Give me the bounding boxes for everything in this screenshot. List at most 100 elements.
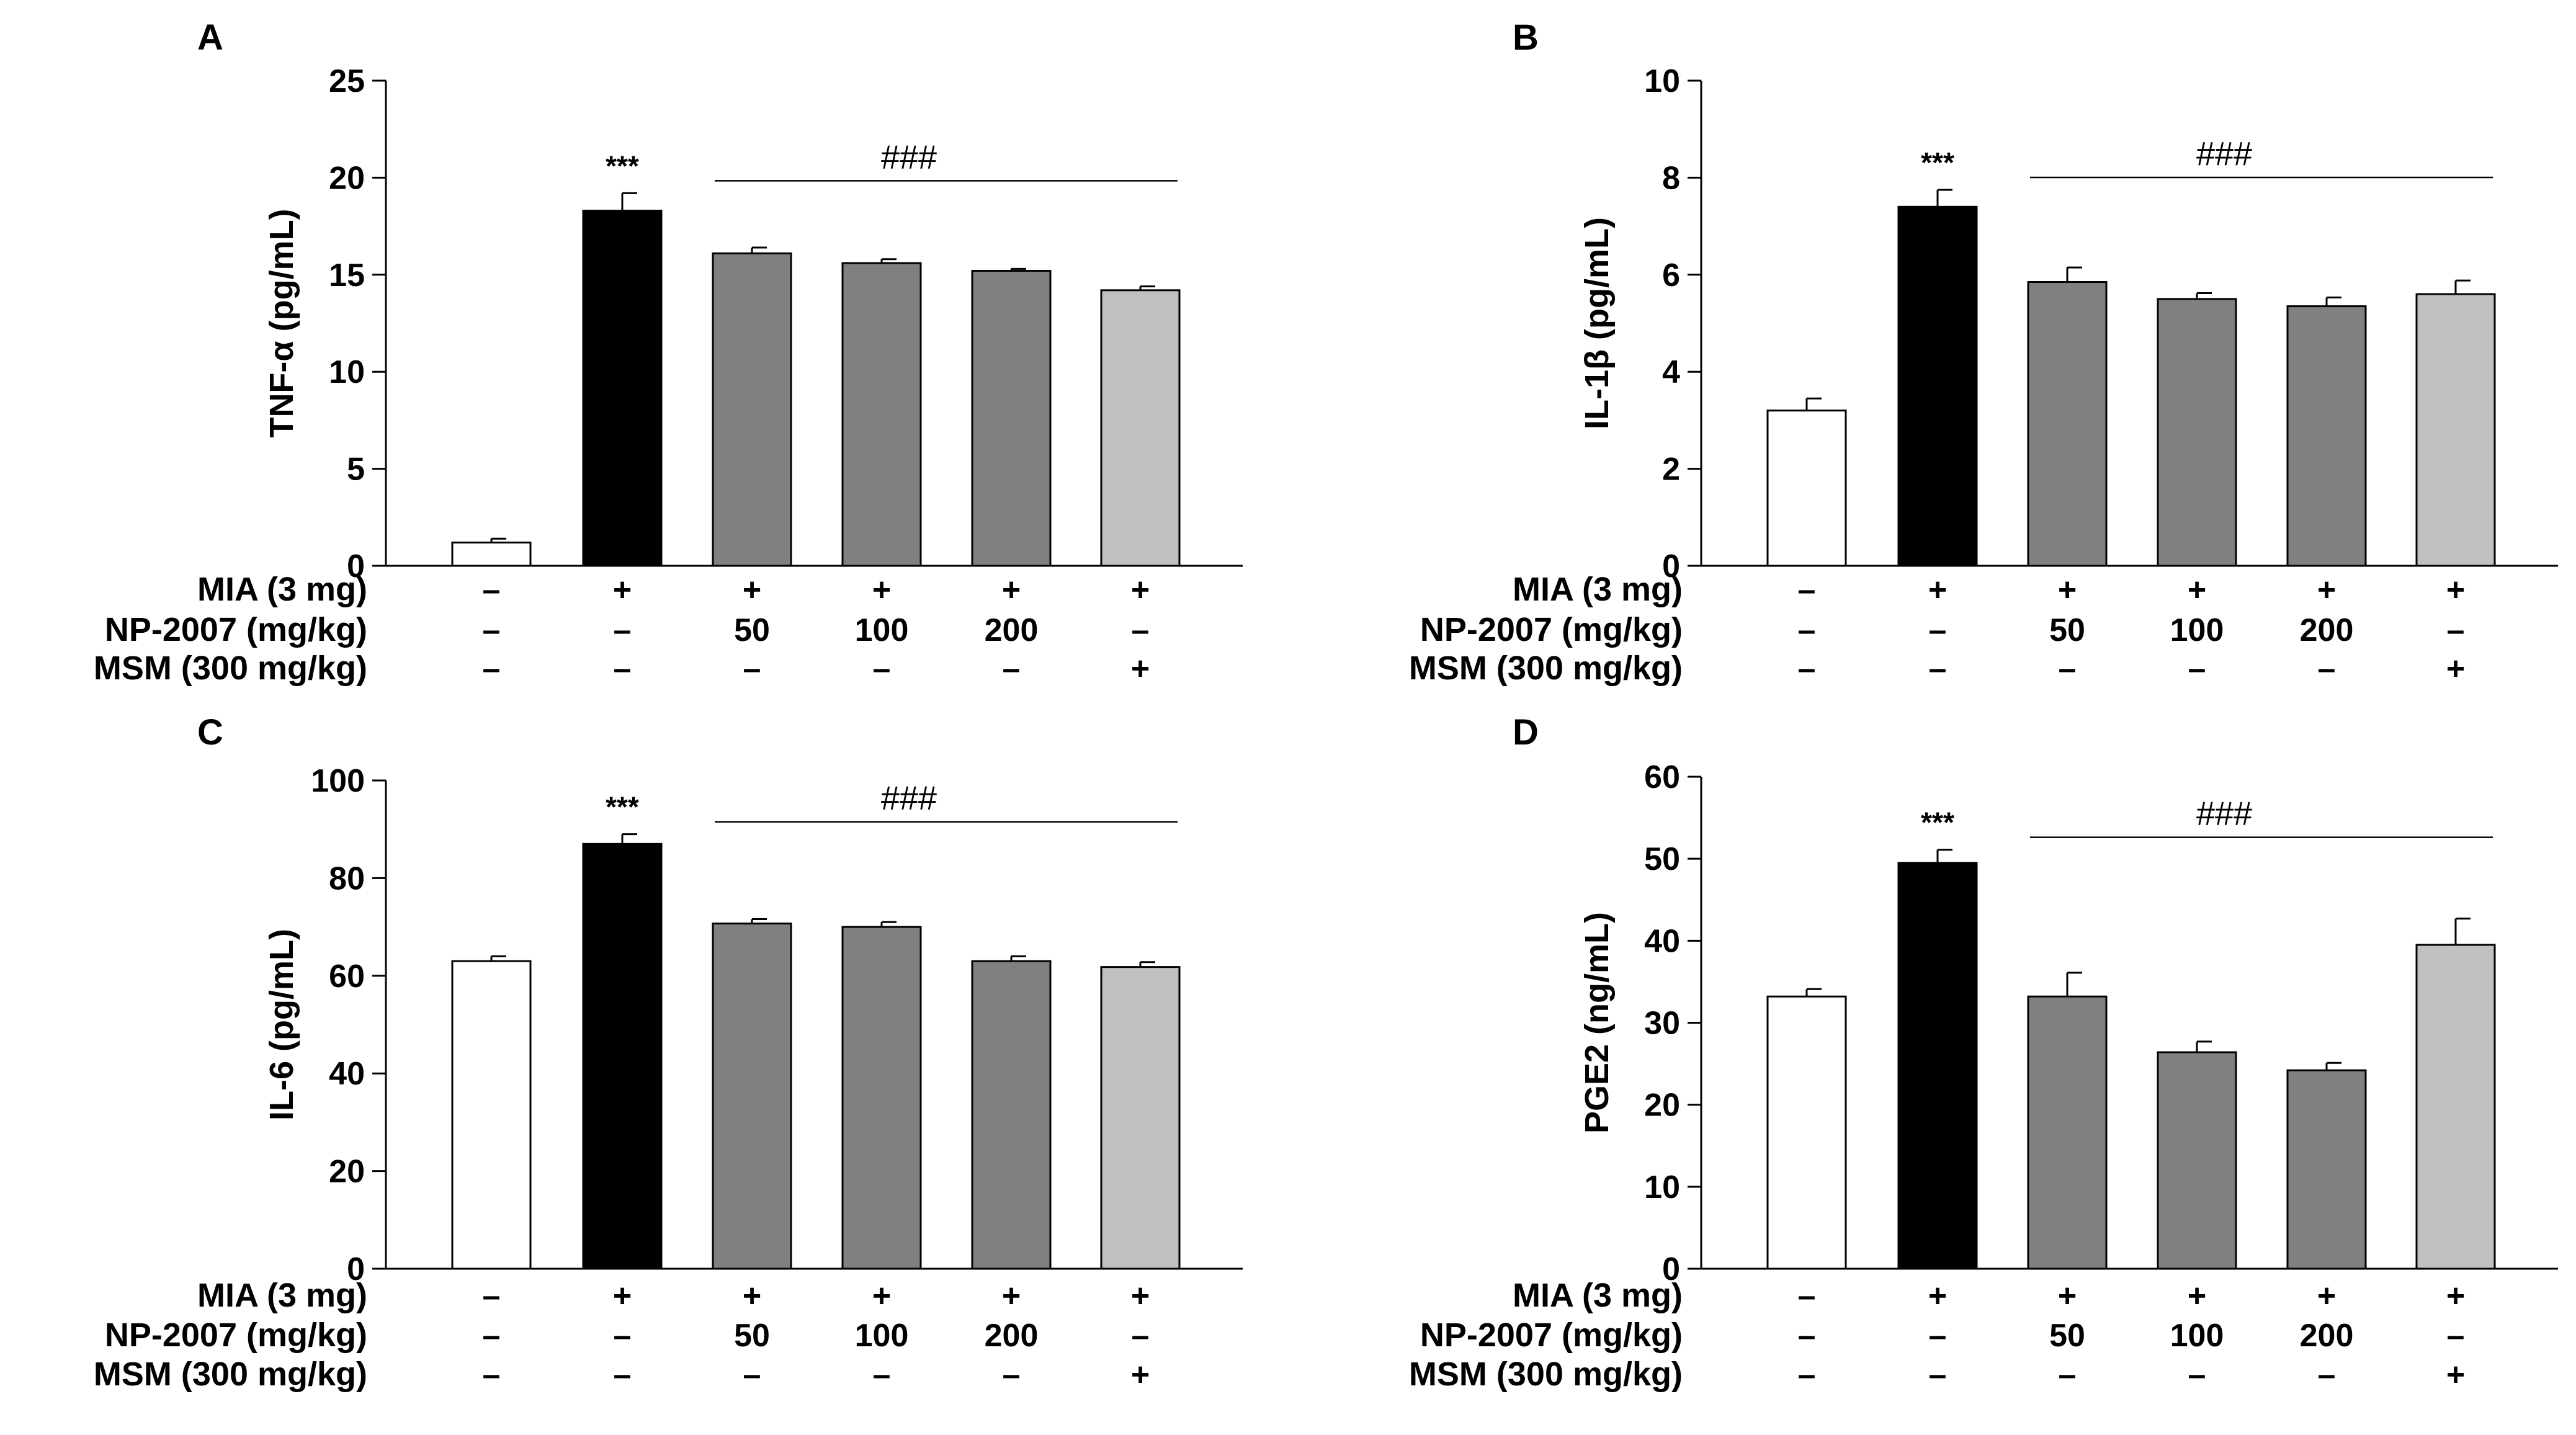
table-cell: – [614,612,632,648]
table-cell: – [483,1318,501,1354]
table-cell: + [1131,1278,1150,1314]
table-cell: + [613,572,632,608]
table-cell: + [872,1278,891,1314]
table-cell: – [2059,1357,2077,1393]
table-cell: + [2058,572,2077,608]
y-tick-label: 25 [329,63,365,99]
table-cell: – [1798,1357,1816,1393]
y-axis-title: IL-1β (pg/mL) [1578,217,1616,429]
table-cell: – [483,572,501,608]
table-cell: – [614,651,632,687]
panel-letter: D [1513,712,1539,753]
table-cell: 50 [734,612,770,648]
y-tick-label: 5 [347,452,365,488]
bar [451,960,532,1270]
table-cell: + [2058,1278,2077,1314]
table-cell: + [743,1278,761,1314]
row-label: MIA (3 mg) [197,571,367,608]
panel-letter: B [1513,17,1539,58]
bar [1897,862,1978,1270]
y-tick-label: 20 [329,160,365,196]
bar [1766,409,1847,567]
table-cell: – [614,1318,632,1354]
table-cell: 100 [2170,612,2224,648]
significance-mia: *** [606,150,639,182]
significance-treatment: ### [881,138,937,176]
bar [582,843,663,1270]
row-label: MSM (300 mg/kg) [94,1356,367,1393]
bar [582,210,663,567]
y-tick-label: 50 [1644,841,1680,877]
significance-treatment: ### [881,780,937,817]
table-cell: 100 [855,1318,909,1354]
table-cell: – [1929,651,1947,687]
row-label: NP-2007 (mg/kg) [1420,1317,1683,1354]
table-cell: – [2188,1357,2206,1393]
table-cell: 200 [2300,612,2354,648]
table-cell: + [2446,1357,2465,1393]
table-cell: – [483,1357,501,1393]
y-tick-label: 8 [1662,160,1680,196]
table-cell: – [614,1357,632,1393]
table-cell: – [1929,612,1947,648]
row-label: MSM (300 mg/kg) [1409,1356,1683,1393]
bar [2415,944,2496,1270]
bar [2157,298,2237,567]
table-cell: 200 [2300,1318,2354,1354]
table-cell: 100 [855,612,909,648]
table-cell: + [1131,651,1150,687]
table-cell: – [483,651,501,687]
bar [712,923,792,1270]
bar [2286,1069,2367,1270]
bar [2286,305,2367,567]
table-cell: – [2447,1318,2465,1354]
panel-d: D 0 10 20 30 40 50 60 PGE2 (ng/mL) *** ### MIA (3 m… [1409,712,2558,1393]
bar [841,262,922,567]
table-cell: + [1002,572,1021,608]
y-tick-label: 10 [329,354,365,390]
table-cell: 200 [985,1318,1039,1354]
table-cell: – [2059,651,2077,687]
table-cell: – [1798,1318,1816,1354]
table-cell: 50 [2049,612,2085,648]
y-tick-label: 0 [1662,548,1680,584]
y-tick-label: 0 [347,1251,365,1287]
table-cell: – [1798,1278,1816,1314]
table-cell: + [2188,1278,2206,1314]
bar [1766,995,1847,1270]
table-cell: – [483,612,501,648]
y-tick-label: 15 [329,257,365,293]
table-cell: – [2318,1357,2336,1393]
y-tick-label: 60 [1644,759,1680,795]
y-tick-label: 4 [1662,354,1680,390]
significance-mia: *** [1921,146,1954,179]
y-tick-label: 30 [1644,1006,1680,1042]
bar [712,252,792,567]
bar [971,270,1052,567]
y-tick-label: 6 [1662,257,1680,293]
panel-c: C 0 20 40 60 80 100 IL-6 (pg/mL) *** ### MIA (3 mg… [94,712,1243,1393]
table-cell: – [743,1357,761,1393]
row-label: MSM (300 mg/kg) [1409,650,1683,687]
table-cell: + [2188,572,2206,608]
y-tick-label: 20 [1644,1088,1680,1124]
table-cell: – [2188,651,2206,687]
panel-letter: A [197,17,223,58]
row-label: NP-2007 (mg/kg) [1420,611,1683,648]
table-cell: + [613,1278,632,1314]
bar [2027,281,2108,567]
row-label: NP-2007 (mg/kg) [105,611,367,648]
significance-mia: *** [1921,807,1954,839]
bar [1897,205,1978,567]
table-cell: – [873,651,891,687]
table-cell: – [1798,651,1816,687]
bar [2415,293,2496,567]
y-tick-label: 20 [329,1154,365,1190]
table-cell: 100 [2170,1318,2224,1354]
bar [841,926,922,1270]
y-axis-title: IL-6 (pg/mL) [263,929,300,1120]
table-cell: 50 [2049,1318,2085,1354]
bar [2157,1051,2237,1270]
y-tick-label: 80 [329,861,365,896]
table-cell: + [872,572,891,608]
